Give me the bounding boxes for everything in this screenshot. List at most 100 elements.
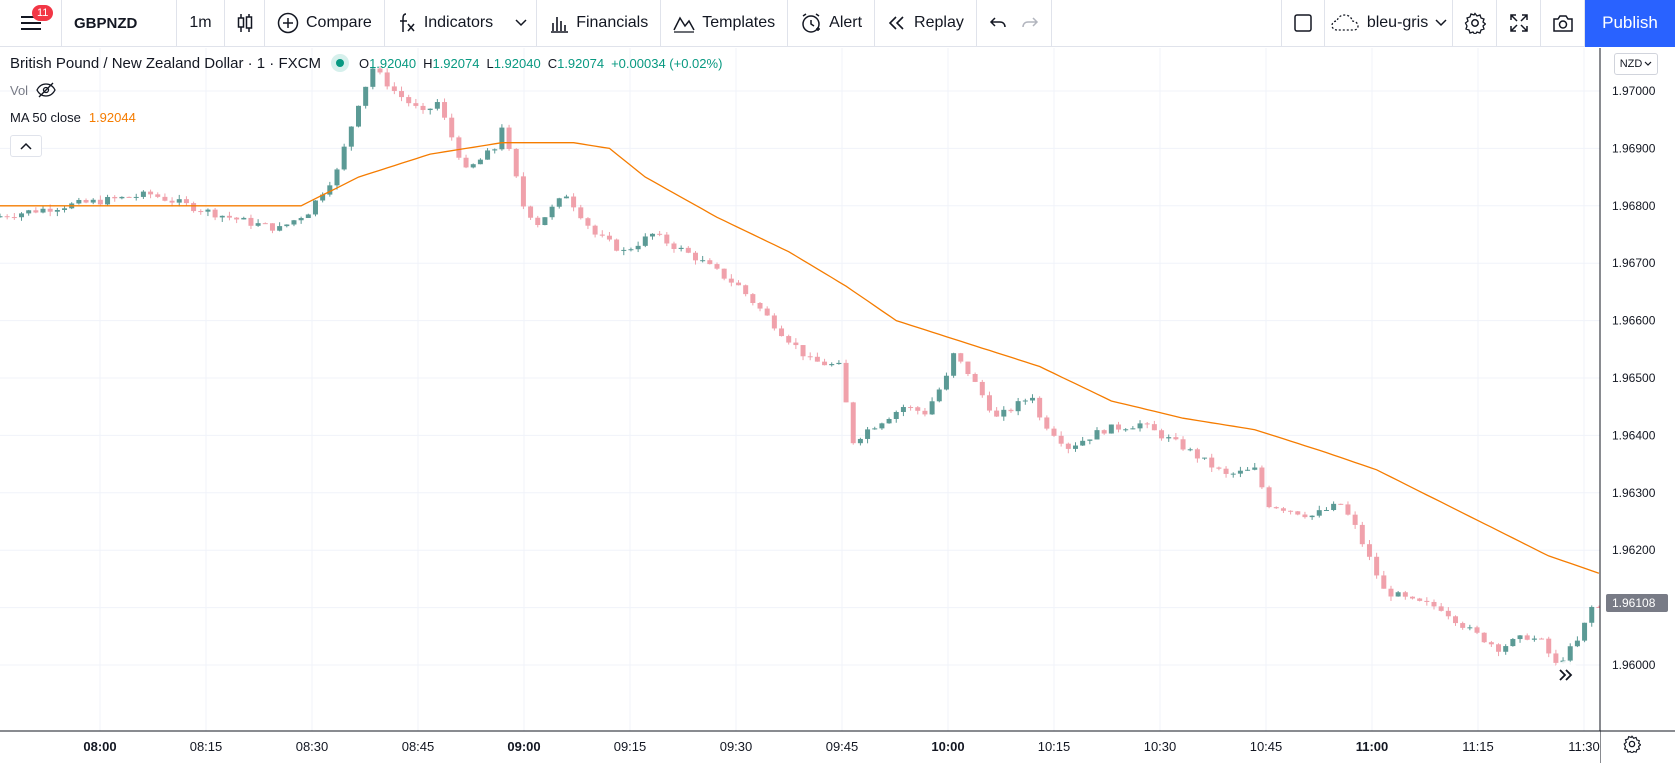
candle-body — [986, 395, 992, 411]
price-chart[interactable]: 1.97000 1.96900 1.96800 1.96700 1.96600 1.965… — [0, 48, 1675, 763]
chart-type-button[interactable] — [225, 0, 265, 47]
candle-body — [499, 127, 505, 150]
candle-body — [1216, 467, 1222, 469]
candle-body — [26, 210, 32, 214]
candle-body — [1395, 592, 1401, 597]
candle-body — [1517, 635, 1523, 640]
indicators-button[interactable]: Indicators — [385, 0, 538, 47]
undo-icon[interactable] — [989, 15, 1007, 31]
layout-menu-button[interactable]: bleu-gris — [1325, 0, 1453, 47]
eye-hidden-icon[interactable] — [36, 82, 56, 98]
candle-body — [1087, 439, 1093, 441]
time-tick-label: 10:30 — [1144, 739, 1177, 754]
chart-area[interactable]: 1.97000 1.96900 1.96800 1.96700 1.96600 1.965… — [0, 48, 1675, 763]
redo-icon[interactable] — [1021, 15, 1039, 31]
candles-icon — [237, 14, 252, 32]
compare-label: Compare — [306, 14, 372, 31]
ma-label: MA 50 close — [10, 110, 81, 125]
price-tick-label: 1.96700 — [1612, 256, 1656, 270]
candle-body — [1546, 638, 1552, 654]
currency-selector[interactable]: NZD — [1614, 53, 1658, 75]
candle-body — [62, 208, 68, 210]
alert-button[interactable]: Alert — [788, 0, 876, 47]
candle-body — [900, 407, 906, 412]
candle-body — [449, 117, 455, 138]
compare-button[interactable]: Compare — [265, 0, 385, 47]
candle-body — [205, 209, 211, 212]
candle-body — [621, 249, 627, 251]
main-menu-button[interactable]: 11 — [0, 0, 62, 47]
candle-body — [262, 223, 268, 225]
candle-body — [736, 282, 742, 286]
candle-body — [520, 176, 526, 207]
candle-body — [578, 207, 584, 219]
candle-body — [19, 213, 25, 218]
replay-button[interactable]: Replay — [875, 0, 977, 47]
candle-body — [1259, 467, 1265, 488]
candle-body — [1273, 507, 1279, 509]
candle-body — [1460, 623, 1466, 628]
layout-name: bleu-gris — [1366, 14, 1429, 31]
time-tick-label: 09:30 — [720, 739, 753, 754]
candle-body — [183, 199, 189, 204]
candle-body — [721, 268, 727, 279]
candle-body — [1474, 627, 1480, 633]
change-value: +0.00034 (+0.02%) — [611, 55, 723, 71]
volume-label: Vol — [10, 82, 29, 98]
price-tick-label: 1.97000 — [1612, 84, 1656, 98]
time-axis-bg — [0, 731, 1600, 763]
candle-body — [312, 200, 318, 215]
candle-body — [191, 203, 197, 212]
candle-body — [269, 223, 275, 231]
candle-body — [1252, 467, 1258, 470]
close-key: C — [547, 55, 558, 71]
templates-label: Templates — [702, 14, 776, 31]
candle-body — [1065, 443, 1071, 449]
fullscreen-layout-button[interactable] — [1281, 0, 1325, 47]
candle-body — [140, 191, 146, 197]
settings-button[interactable] — [1453, 0, 1497, 47]
candle-body — [384, 72, 390, 87]
publish-button[interactable]: Publish — [1585, 0, 1675, 47]
snapshot-button[interactable] — [1541, 0, 1585, 47]
candle-body — [1123, 429, 1129, 431]
plus-circle-icon — [277, 12, 299, 34]
candle-body — [492, 149, 498, 151]
close-value: 1.92074 — [557, 55, 605, 71]
indicators-label: Indicators — [423, 14, 494, 31]
candle-body — [1015, 401, 1021, 412]
interval-button[interactable]: 1m — [177, 0, 225, 47]
scroll-to-realtime-button[interactable] — [1552, 661, 1580, 689]
ma-legend[interactable]: MA 50 close 1.92044 — [10, 110, 136, 125]
candle-body — [1159, 430, 1165, 439]
candle-body — [642, 236, 648, 246]
candle-body — [929, 401, 935, 415]
candle-body — [943, 375, 949, 390]
legend-collapse-button[interactable] — [10, 135, 42, 157]
candle-body — [1445, 610, 1451, 617]
fullscreen-button[interactable] — [1497, 0, 1541, 47]
candle-body — [542, 217, 548, 226]
candle-body — [97, 199, 103, 205]
candle-body — [348, 126, 354, 147]
candle-body — [563, 196, 569, 199]
candle-body — [1316, 510, 1322, 516]
candle-body — [1431, 601, 1437, 607]
candle-body — [886, 418, 892, 424]
financials-button[interactable]: Financials — [537, 0, 662, 47]
symbol-search-button[interactable]: GBPNZD — [62, 0, 177, 47]
candle-body — [1553, 653, 1559, 663]
candle-body — [305, 214, 311, 219]
market-status-dot[interactable] — [330, 54, 349, 72]
candle-body — [771, 315, 777, 329]
chevron-down-icon[interactable] — [514, 18, 528, 28]
candle-body — [829, 364, 835, 366]
templates-button[interactable]: Templates — [661, 0, 789, 47]
candle-body — [133, 196, 139, 198]
candle-body — [1288, 510, 1294, 512]
candle-body — [1402, 592, 1408, 597]
candle-body — [377, 68, 383, 73]
gear-icon[interactable] — [1623, 735, 1641, 753]
volume-legend[interactable]: Vol — [10, 82, 56, 98]
candle-body — [477, 159, 483, 165]
